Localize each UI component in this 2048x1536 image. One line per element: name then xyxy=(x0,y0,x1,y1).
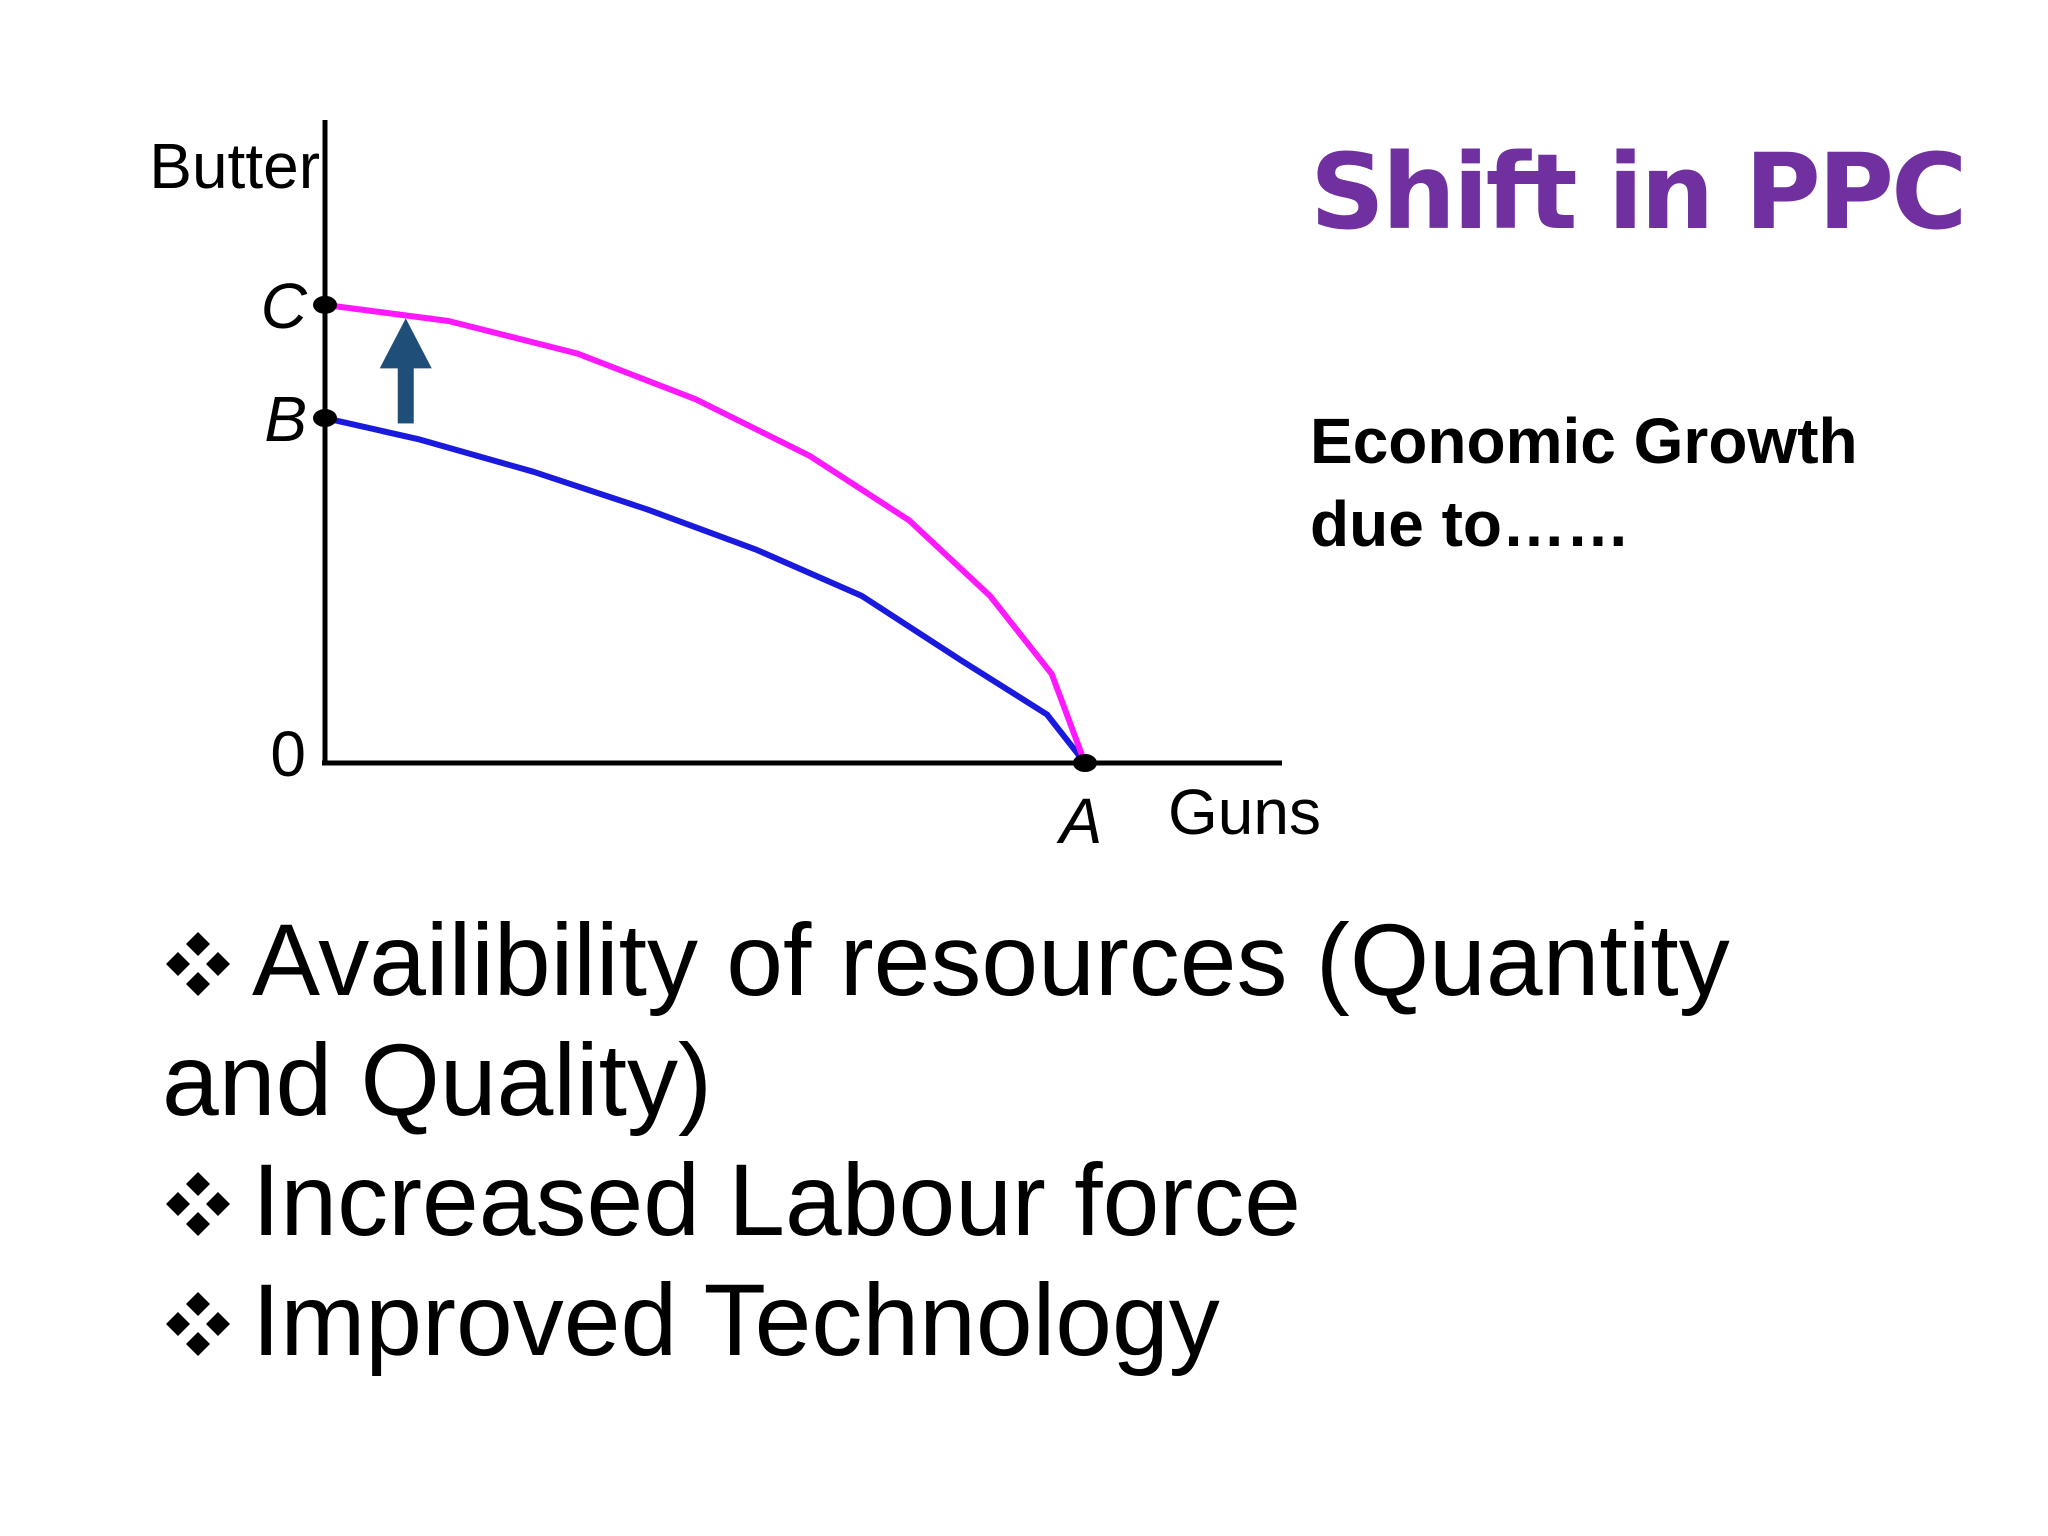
x-axis-label: Guns xyxy=(1168,776,1321,848)
cause-item: Increased Labour force xyxy=(162,1140,1922,1260)
slide-title: Shift in PPC xyxy=(1310,131,1967,253)
point-b-label: B xyxy=(264,383,307,455)
shift-arrow xyxy=(379,318,432,424)
shift-arrow-shaft xyxy=(397,366,414,424)
cause-item: Availibility of resources (Quantity and … xyxy=(162,900,1922,1140)
subtitle: Economic Growth due to…… xyxy=(1310,400,1950,566)
ppc-chart: CB A Butter Guns 0 xyxy=(149,120,1321,857)
shifted-ppc-curve xyxy=(324,301,1088,765)
cause-text: Availibility of resources (Quantity and … xyxy=(162,903,1730,1137)
cause-text: Increased Labour force xyxy=(252,1143,1301,1257)
four-diamond-bullet-icon xyxy=(166,932,230,996)
point-c-marker xyxy=(313,295,337,314)
original-ppc-curve xyxy=(324,415,1088,765)
cause-item: Improved Technology xyxy=(162,1260,1922,1380)
cause-text: Improved Technology xyxy=(252,1263,1220,1377)
point-b-marker xyxy=(313,409,337,428)
point-c-label: C xyxy=(261,270,308,342)
series-layer xyxy=(324,301,1088,765)
point-a-marker xyxy=(1073,754,1097,772)
four-diamond-bullet-icon xyxy=(166,1292,230,1356)
point-a-label: A xyxy=(1056,785,1103,857)
subtitle-line: Economic Growth xyxy=(1310,405,1858,477)
point-layer: CB A xyxy=(261,270,1103,857)
cause-list: Availibility of resources (Quantity and … xyxy=(162,900,1922,1380)
four-diamond-bullet-icon xyxy=(166,1172,230,1236)
subtitle-line: due to…… xyxy=(1310,488,1630,561)
origin-label: 0 xyxy=(270,718,306,790)
y-axis-label: Butter xyxy=(149,130,320,202)
shift-arrow-head xyxy=(379,318,432,369)
